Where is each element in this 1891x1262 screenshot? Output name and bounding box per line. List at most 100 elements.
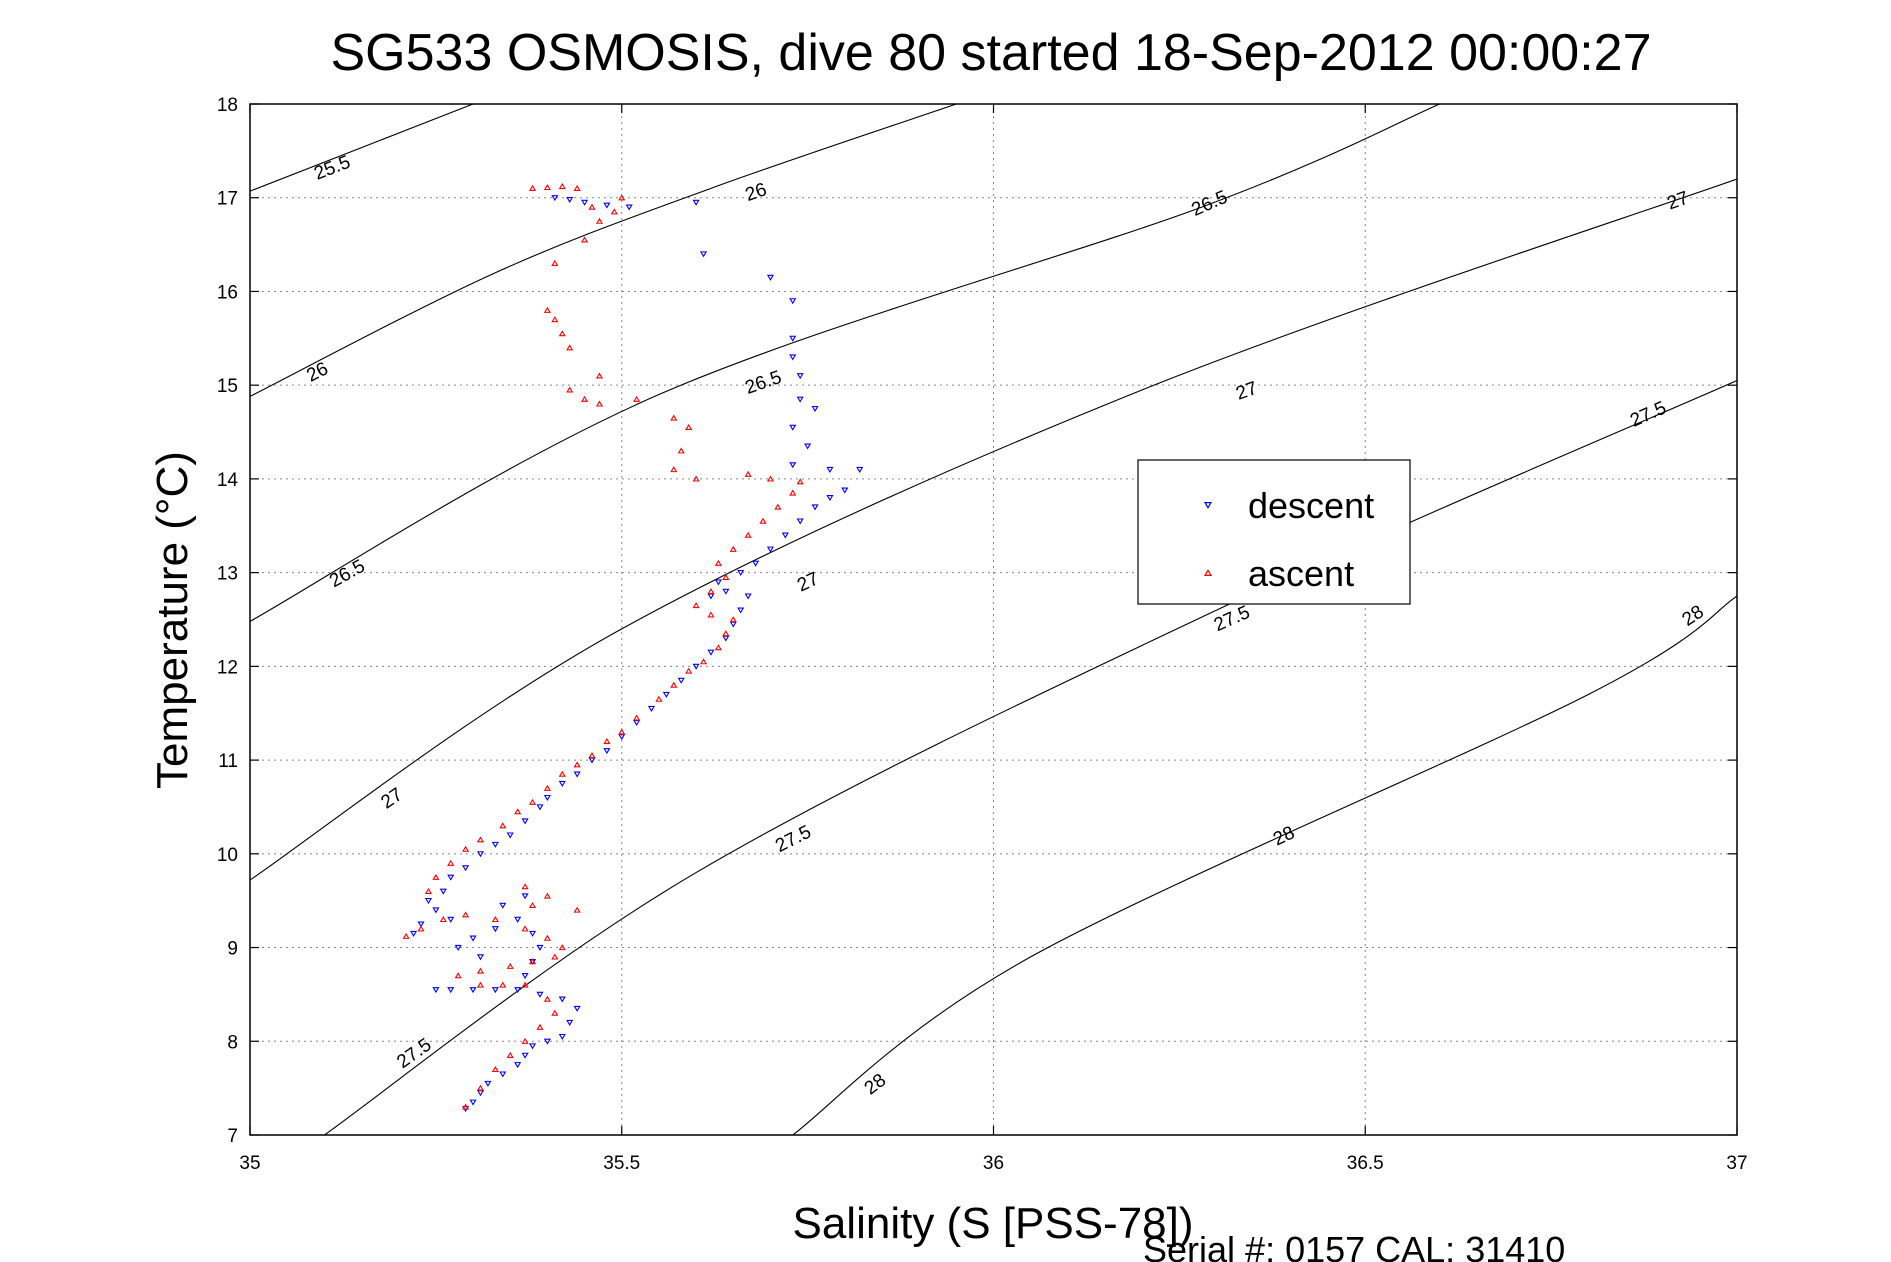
ascent-point — [692, 475, 700, 482]
ascent-point — [685, 667, 693, 674]
axis-ticks: 35 35.5 36 36.5 37 7 8 9 10 11 12 13 14 15 16 17 18 — [217, 95, 1748, 1174]
y-tick-label: 12 — [217, 657, 238, 678]
descent-point — [603, 748, 611, 755]
ascent-point — [655, 695, 663, 702]
legend-ascent-label: ascent — [1248, 553, 1354, 594]
ascent-point — [744, 531, 752, 538]
ascent-point — [566, 344, 574, 351]
ascent-point — [543, 306, 551, 313]
ascent-point — [558, 944, 566, 951]
descent-point — [476, 851, 485, 858]
ascent-point — [439, 916, 447, 923]
descent-point — [484, 1080, 492, 1087]
descent-point — [506, 832, 514, 839]
descent-point — [692, 663, 700, 670]
ascent-point — [528, 184, 537, 191]
descent-point — [543, 794, 551, 802]
legend-ascent-marker — [1203, 569, 1213, 577]
descent-point — [781, 532, 789, 539]
descent-series — [410, 195, 864, 1113]
descent-point — [514, 987, 522, 994]
ascent-point — [610, 208, 618, 215]
ascent-point — [462, 845, 470, 852]
descent-point — [566, 1019, 574, 1026]
ascent-point — [670, 414, 678, 421]
x-tick-label: 36 — [983, 1153, 1004, 1174]
ascent-point — [424, 887, 433, 894]
y-tick-label: 15 — [217, 376, 238, 397]
descent-point — [410, 930, 418, 937]
descent-point — [826, 495, 834, 502]
y-tick-label: 8 — [227, 1032, 238, 1053]
descent-point — [432, 907, 440, 914]
descent-point — [796, 396, 804, 403]
ascent-point — [521, 981, 529, 988]
ascent-point — [558, 183, 566, 190]
descent-point — [737, 570, 745, 577]
x-axis-label: Salinity (S [PSS-78]) — [792, 1199, 1193, 1248]
ascent-series — [402, 183, 804, 1110]
descent-point — [558, 1033, 566, 1041]
contour-line-25-5 — [250, 104, 474, 192]
descent-point — [536, 944, 544, 951]
ascent-point — [766, 475, 775, 482]
ascent-point — [573, 184, 581, 191]
ascent-point — [551, 316, 559, 323]
descent-point — [521, 893, 529, 900]
descent-point — [722, 588, 730, 595]
ascent-point — [476, 967, 485, 974]
ascent-point — [707, 587, 715, 595]
descent-point — [625, 204, 633, 211]
ascent-point — [417, 925, 425, 932]
ascent-point — [633, 714, 641, 721]
x-tick-label: 35.5 — [603, 1153, 640, 1174]
descent-point — [789, 335, 797, 342]
y-tick-label: 7 — [227, 1126, 238, 1147]
density-contours — [250, 104, 1737, 1135]
ascent-point — [595, 400, 604, 407]
ascent-point — [551, 953, 559, 960]
x-tick-label: 37 — [1726, 1153, 1747, 1174]
descent-point — [707, 649, 715, 656]
serial-cal-footer: Serial #: 0157 CAL: 31410 — [1143, 1229, 1565, 1262]
ascent-point — [506, 1051, 514, 1058]
ascent-point — [588, 203, 596, 210]
descent-point — [528, 1043, 537, 1050]
ascent-point — [462, 1103, 470, 1110]
ascent-point — [521, 883, 529, 890]
descent-point — [573, 771, 581, 778]
descent-point — [766, 546, 775, 553]
descent-point — [447, 916, 455, 923]
ascent-point — [670, 466, 678, 473]
descent-point — [469, 1099, 477, 1106]
descent-point — [789, 298, 797, 305]
ascent-point — [476, 836, 485, 843]
ascent-point — [692, 602, 700, 609]
ascent-point — [543, 995, 551, 1002]
ascent-point — [476, 981, 485, 988]
descent-point — [476, 954, 485, 961]
descent-point — [766, 274, 775, 281]
ascent-point — [558, 330, 566, 337]
y-tick-label: 16 — [217, 282, 238, 303]
descent-point — [558, 780, 566, 787]
ascent-point — [595, 372, 604, 379]
ascent-point — [573, 906, 581, 913]
descent-point — [752, 560, 760, 567]
ascent-point — [551, 259, 559, 266]
ascent-point — [558, 770, 566, 777]
ascent-point — [729, 545, 737, 552]
descent-point — [514, 1062, 522, 1069]
ascent-point — [543, 892, 551, 899]
descent-point — [841, 487, 849, 494]
descent-point — [789, 424, 797, 431]
descent-point — [447, 987, 455, 994]
descent-point — [432, 987, 440, 994]
y-axis-label: Temperature (°C) — [148, 451, 197, 789]
ascent-point — [744, 470, 752, 477]
descent-point — [424, 898, 433, 905]
chart-title: SG533 OSMOSIS, dive 80 started 18-Sep-20… — [330, 24, 1651, 82]
descent-point — [469, 987, 477, 994]
descent-point — [499, 1071, 507, 1078]
